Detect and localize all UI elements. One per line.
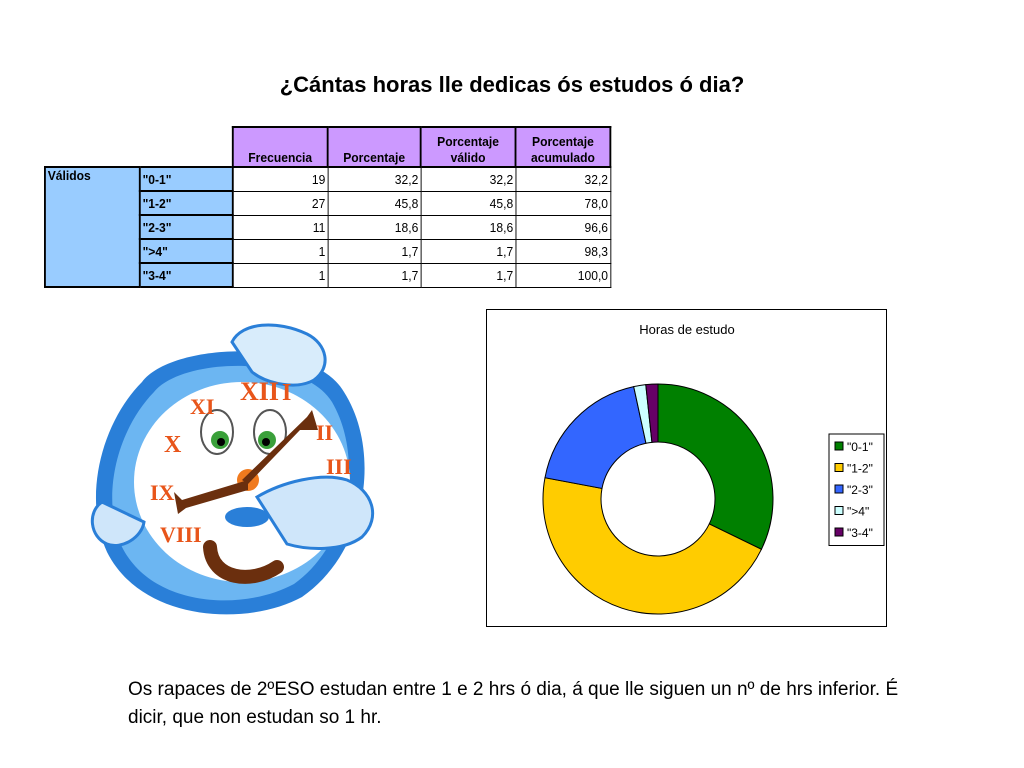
table-header-row: Frecuencia Porcentaje Porcentaje válido … — [45, 126, 612, 168]
numeral-i: I — [282, 380, 291, 406]
numeral-ii: II — [316, 420, 333, 445]
header-porcentaje-valido: Porcentaje válido — [419, 126, 517, 168]
legend-label-1: "1-2" — [847, 462, 873, 476]
cell-porcentaje-valido: 1,7 — [420, 238, 516, 264]
cell-porcentaje: 32,2 — [327, 166, 422, 192]
cell-frecuencia: 1 — [232, 238, 329, 264]
cell-porcentaje: 1,7 — [327, 238, 422, 264]
numeral-xi: XI — [190, 394, 214, 419]
numeral-xii: XII — [240, 377, 279, 406]
clock-clipart: XII I II III IX X XI VIII — [91, 323, 375, 615]
header-frecuencia: Frecuencia — [231, 126, 329, 168]
page-title: ¿Cántas horas lle dedicas ós estudos ó d… — [279, 72, 745, 97]
group-label: Válidos — [44, 166, 141, 288]
numeral-viii: VIII — [160, 522, 202, 547]
row-label: "1-2" — [138, 190, 234, 216]
row-label: "3-4" — [138, 262, 234, 288]
donut-chart: Horas de estudo "0-1" "1-2" "2-3" ">4" "3-4" — [542, 322, 885, 615]
caption: Os rapaces de 2ºESO estudan entre 1 e 2 … — [128, 679, 899, 728]
cell-porcentaje-acumulado: 98,3 — [515, 238, 611, 264]
cell-frecuencia: 11 — [232, 214, 329, 240]
cell-porcentaje: 45,8 — [327, 190, 422, 216]
row-label: "0-1" — [138, 166, 234, 192]
row-label: ">4" — [138, 238, 234, 264]
legend-swatch-1 — [834, 463, 844, 472]
header-porcentaje-acumulado: Porcentaje acumulado — [514, 126, 612, 168]
legend-swatch-2 — [834, 484, 844, 494]
pie-slice-0 — [657, 383, 774, 550]
legend-label-3: ">4" — [847, 505, 869, 519]
cell-frecuencia: 19 — [232, 166, 329, 192]
table-row: "2-3" 11 18,6 18,6 96,6 — [45, 214, 611, 240]
pie-slice-2 — [544, 386, 647, 490]
legend-label-0: "0-1" — [847, 440, 873, 454]
legend-label-4: "3-4" — [847, 526, 873, 540]
header-porcentaje: Porcentaje — [326, 126, 422, 168]
legend-swatch-4 — [834, 527, 844, 537]
table-row: "3-4" 1 1,7 1,7 100,0 — [45, 262, 611, 288]
table-row: Válidos "0-1" 19 32,2 32,2 32,2 — [44, 166, 611, 288]
numeral-x: X — [164, 432, 182, 458]
table-row: "1-2" 27 45,8 45,8 78,0 — [45, 190, 611, 216]
chart-title: Horas de estudo — [639, 322, 734, 337]
cell-porcentaje-acumulado: 78,0 — [515, 190, 611, 216]
cell-porcentaje: 1,7 — [327, 262, 422, 288]
legend-swatch-3 — [834, 506, 844, 515]
numeral-iii: III — [326, 454, 352, 479]
legend-label-2: "2-3" — [847, 483, 873, 497]
clock-icon — [91, 323, 375, 615]
row-label: "2-3" — [138, 214, 234, 240]
cell-porcentaje-acumulado: 96,6 — [515, 214, 611, 240]
cell-porcentaje-acumulado: 32,2 — [515, 166, 611, 192]
cell-frecuencia: 27 — [232, 190, 329, 216]
pie-slice-4 — [645, 383, 659, 443]
numeral-ix: IX — [150, 480, 175, 505]
cell-porcentaje-valido: 45,8 — [420, 190, 516, 216]
cell-porcentaje-acumulado: 100,0 — [515, 262, 611, 288]
cell-porcentaje-valido: 32,2 — [420, 166, 516, 192]
cell-porcentaje: 18,6 — [327, 214, 422, 240]
cell-porcentaje-valido: 1,7 — [420, 262, 516, 288]
frequency-table: Frecuencia Porcentaje Porcentaje válido … — [44, 126, 612, 288]
cell-porcentaje-valido: 18,6 — [420, 214, 516, 240]
cell-frecuencia: 1 — [232, 262, 329, 288]
pie-slice-1 — [542, 477, 763, 615]
legend-swatch-0 — [834, 441, 844, 451]
chart-frame: Horas de estudo "0-1" "1-2" "2-3" ">4" "3-4" — [486, 309, 887, 627]
